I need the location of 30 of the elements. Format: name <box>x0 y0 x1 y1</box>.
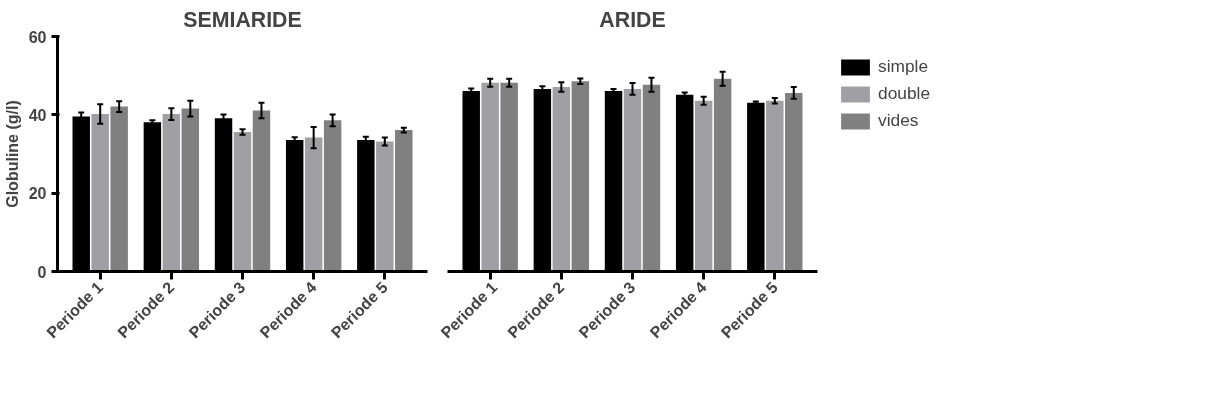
bar <box>623 88 642 272</box>
bar <box>500 82 518 272</box>
legend-label: simple <box>878 56 929 77</box>
y-tick-label: 60 <box>28 28 47 46</box>
bar <box>110 106 128 272</box>
legend-label: vides <box>878 110 919 131</box>
y-tick-label: 0 <box>37 263 47 281</box>
y-axis-title: Globuline (g/l) <box>3 100 21 208</box>
bar <box>395 130 413 272</box>
bar <box>552 87 571 272</box>
bar <box>376 141 394 272</box>
legend-label: double <box>878 83 931 104</box>
bar <box>91 114 109 272</box>
bar <box>694 100 713 272</box>
bar <box>571 81 590 272</box>
bar <box>785 92 803 272</box>
y-tick-label: 40 <box>28 106 47 124</box>
bar <box>181 108 200 272</box>
bar <box>481 82 499 272</box>
chart-title: ARIDE <box>599 7 666 32</box>
bar <box>323 120 342 272</box>
bar <box>766 100 784 272</box>
chart-title: SEMIARIDE <box>183 7 302 32</box>
bar <box>642 84 661 272</box>
bar <box>252 110 271 272</box>
bar <box>233 132 252 272</box>
bar <box>304 137 323 272</box>
bar <box>162 114 181 272</box>
y-tick-label: 20 <box>28 185 47 203</box>
bar <box>713 78 732 272</box>
